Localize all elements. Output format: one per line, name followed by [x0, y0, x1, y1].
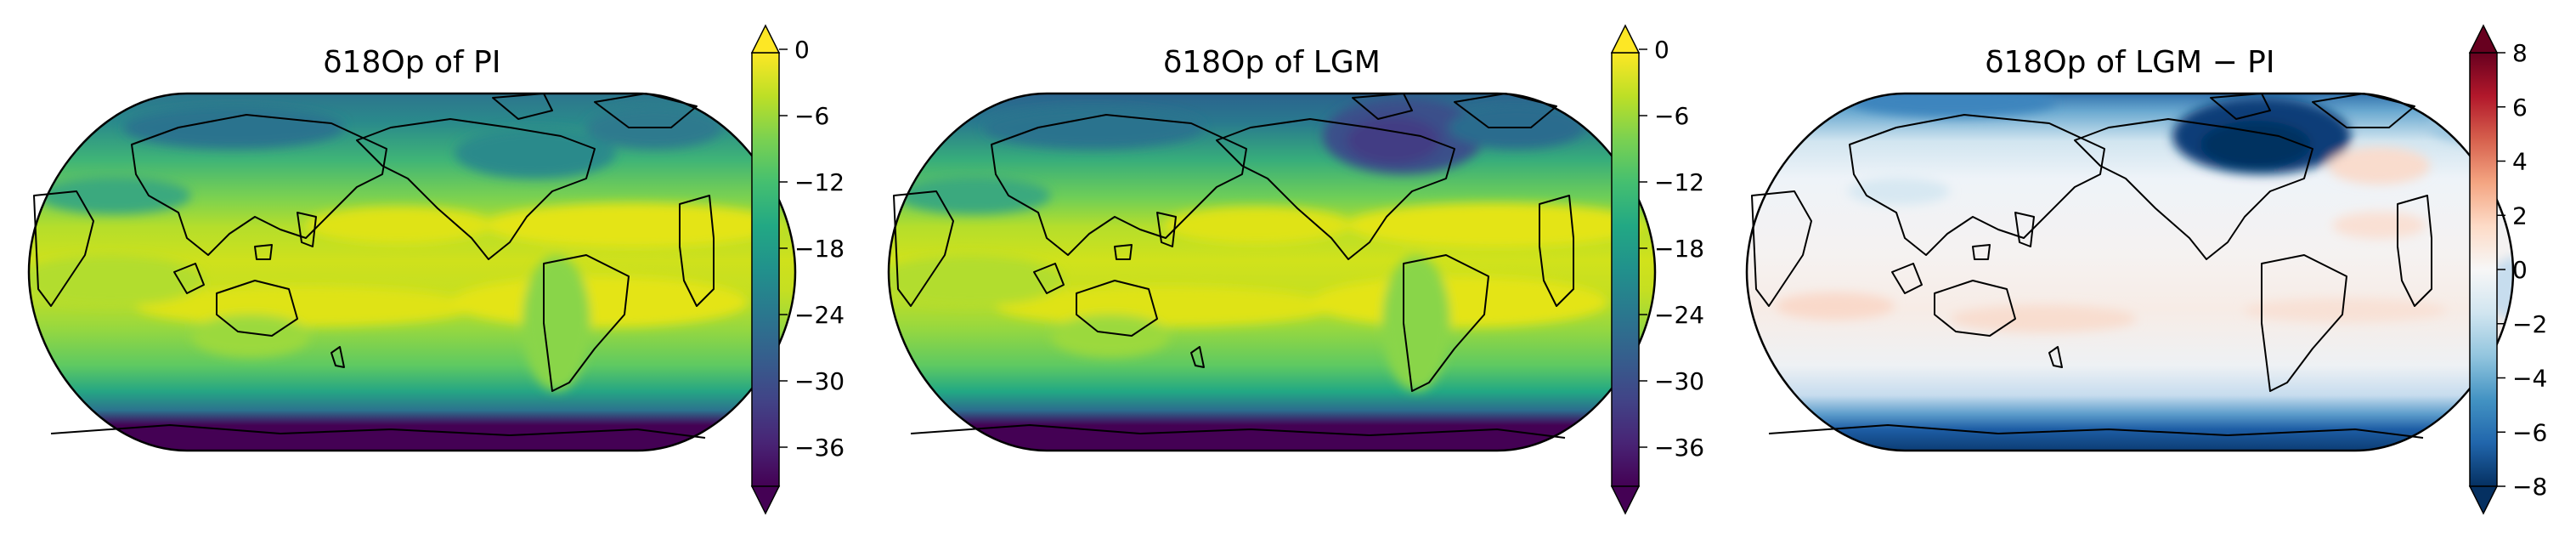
- tick-label: −12: [794, 168, 845, 196]
- tick-label: −12: [1654, 168, 1704, 196]
- colorbar-tick: −2: [2497, 310, 2547, 338]
- colorbar-tick: −8: [2497, 473, 2547, 501]
- colorbar-tick: −36: [779, 434, 845, 462]
- panel-title: δ18Op of LGM: [1163, 45, 1381, 80]
- colorbar-extend-min: [1610, 485, 1641, 515]
- tick-label: −2: [2512, 310, 2547, 338]
- colorbar-body: [1611, 52, 1640, 487]
- tick-label: −18: [794, 235, 845, 263]
- panel-pi: δ18Op of PI: [27, 24, 845, 515]
- tick-label: 8: [2512, 39, 2528, 67]
- colorbar-tick: 0: [1639, 36, 1669, 64]
- tick-label: 6: [2512, 94, 2528, 122]
- tick-label: 0: [1654, 36, 1669, 64]
- colorbar-tick: −18: [779, 235, 845, 263]
- panel-title: δ18Op of LGM − PI: [1986, 45, 2275, 80]
- colorbar-tick: 4: [2497, 148, 2528, 176]
- colorbar-tick: 0: [779, 36, 810, 64]
- colorbar: 0 −6 −12 −18 −24 −30 −36: [1610, 24, 1704, 515]
- colorbar-tick: −24: [779, 301, 845, 329]
- colorbar: 0 −6 −12 −18 −24 −30 −36: [750, 24, 845, 515]
- tick-label: 0: [794, 36, 810, 64]
- colorbar-tick: −6: [2497, 418, 2547, 446]
- tick-label: −24: [1654, 301, 1704, 329]
- colorbar-tick: 2: [2497, 201, 2528, 230]
- tick-label: −4: [2512, 365, 2547, 393]
- colorbar-tick: 8: [2497, 39, 2528, 67]
- tick-label: −24: [794, 301, 845, 329]
- colorbar-tick: −12: [1639, 168, 1704, 196]
- coastlines: [33, 93, 715, 439]
- map-field: [889, 94, 1655, 451]
- colorbar-body: [751, 52, 780, 487]
- panel-lgm-minus-pi: δ18Op of LGM − PI: [1745, 24, 2547, 515]
- tick-label: −36: [1654, 434, 1704, 462]
- colorbar-tick: −30: [779, 367, 845, 395]
- colorbar-ticks: 0 −6 −12 −18 −24 −30 −36: [1639, 36, 1704, 462]
- coastlines: [1751, 93, 2432, 439]
- colorbar-tick: −30: [1639, 367, 1704, 395]
- tick-label: 0: [2512, 256, 2528, 284]
- colorbar-extend-max: [750, 24, 781, 54]
- colorbar-ticks: 0 −6 −12 −18 −24 −30 −36: [779, 36, 845, 462]
- tick-label: −6: [794, 102, 829, 130]
- tick-label: 2: [2512, 201, 2528, 230]
- panel-lgm: δ18Op of LGM: [887, 24, 1704, 515]
- map-field: [1747, 94, 2513, 451]
- colorbar-tick: −6: [1639, 102, 1689, 130]
- colorbar-tick: 0: [2497, 256, 2528, 284]
- colorbar-extend-min: [750, 485, 781, 515]
- colorbar-tick: −12: [779, 168, 845, 196]
- tick-label: −8: [2512, 473, 2547, 501]
- tick-label: −30: [1654, 367, 1704, 395]
- colorbar: 8 6 4 2 0 −2 −4 −6 −8: [2468, 24, 2547, 515]
- tick-label: −30: [794, 367, 845, 395]
- map-field: [29, 94, 795, 451]
- colorbar-tick: −18: [1639, 235, 1704, 263]
- colorbar-ticks: 8 6 4 2 0 −2 −4 −6 −8: [2497, 39, 2547, 501]
- colorbar-extend-min: [2468, 485, 2499, 515]
- coastlines: [893, 93, 1574, 439]
- colorbar-extend-max: [1610, 24, 1641, 54]
- colorbar-tick: 6: [2497, 94, 2528, 122]
- colorbar-body: [2469, 52, 2498, 487]
- tick-label: −6: [2512, 418, 2547, 446]
- tick-label: 4: [2512, 148, 2528, 176]
- colorbar-tick: −36: [1639, 434, 1704, 462]
- colorbar-tick: −24: [1639, 301, 1704, 329]
- tick-label: −36: [794, 434, 845, 462]
- colorbar-tick: −6: [779, 102, 829, 130]
- colorbar-tick: −4: [2497, 365, 2547, 393]
- tick-label: −18: [1654, 235, 1704, 263]
- colorbar-extend-max: [2468, 24, 2499, 54]
- tick-label: −6: [1654, 102, 1689, 130]
- panel-title: δ18Op of PI: [324, 45, 501, 80]
